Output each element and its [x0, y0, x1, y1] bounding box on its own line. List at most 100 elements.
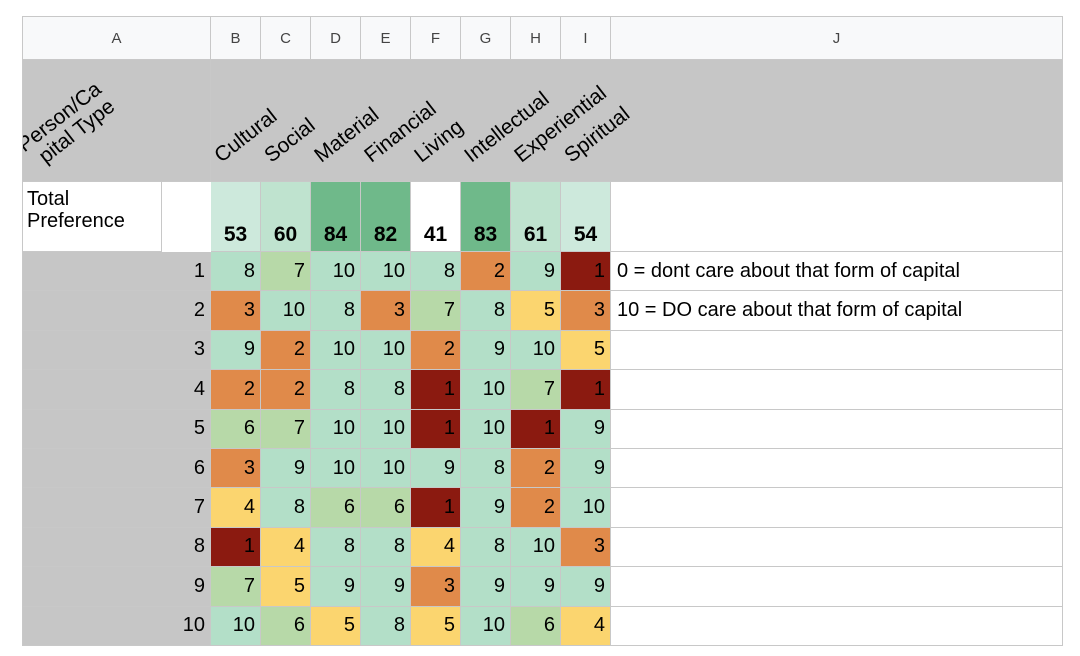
- value-cell[interactable]: 8: [361, 370, 411, 410]
- value-cell[interactable]: 4: [411, 527, 461, 568]
- column-header-b[interactable]: B: [211, 16, 261, 60]
- value-cell[interactable]: 4: [561, 606, 611, 646]
- value-cell[interactable]: 10: [311, 252, 361, 292]
- value-cell[interactable]: 1: [561, 252, 611, 292]
- value-cell[interactable]: 10: [511, 527, 561, 568]
- value-cell[interactable]: 9: [211, 330, 261, 371]
- value-cell[interactable]: 4: [261, 527, 311, 568]
- total-cell-experiential[interactable]: 61: [511, 182, 561, 252]
- value-cell[interactable]: 3: [361, 291, 411, 331]
- value-cell[interactable]: 8: [461, 449, 511, 489]
- value-cell[interactable]: 2: [261, 330, 311, 371]
- column-header-e[interactable]: E: [361, 16, 411, 60]
- value-cell[interactable]: 1: [411, 370, 461, 410]
- total-cell-spiritual[interactable]: 54: [561, 182, 611, 252]
- empty-cell[interactable]: [611, 527, 1063, 568]
- value-cell[interactable]: 2: [511, 488, 561, 528]
- empty-cell[interactable]: [611, 606, 1063, 646]
- row-label-1[interactable]: 1: [22, 252, 211, 292]
- value-cell[interactable]: 3: [561, 527, 611, 568]
- value-cell[interactable]: 2: [211, 370, 261, 410]
- value-cell[interactable]: 3: [411, 567, 461, 607]
- empty-cell[interactable]: [611, 567, 1063, 607]
- value-cell[interactable]: 9: [311, 567, 361, 607]
- value-cell[interactable]: 10: [461, 606, 511, 646]
- row-label-2[interactable]: 2: [22, 291, 211, 331]
- value-cell[interactable]: 2: [511, 449, 561, 489]
- value-cell[interactable]: 3: [211, 449, 261, 489]
- row-label-7[interactable]: 7: [22, 488, 211, 528]
- value-cell[interactable]: 10: [311, 409, 361, 449]
- row-label-4[interactable]: 4: [22, 370, 211, 410]
- value-cell[interactable]: 10: [511, 330, 561, 371]
- column-header-g[interactable]: G: [461, 16, 511, 60]
- row-label-9[interactable]: 9: [22, 567, 211, 607]
- value-cell[interactable]: 10: [211, 606, 261, 646]
- value-cell[interactable]: 1: [561, 370, 611, 410]
- row-label-3[interactable]: 3: [22, 330, 211, 371]
- value-cell[interactable]: 9: [511, 567, 561, 607]
- value-cell[interactable]: 9: [461, 567, 511, 607]
- value-cell[interactable]: 10: [311, 449, 361, 489]
- value-cell[interactable]: 4: [211, 488, 261, 528]
- row-label-8[interactable]: 8: [22, 527, 211, 568]
- value-cell[interactable]: 8: [361, 527, 411, 568]
- corner-label-cell[interactable]: Person/Ca pital Type: [22, 60, 211, 182]
- value-cell[interactable]: 10: [361, 252, 411, 292]
- value-cell[interactable]: 10: [311, 330, 361, 371]
- value-cell[interactable]: 10: [461, 370, 511, 410]
- column-header-f[interactable]: F: [411, 16, 461, 60]
- empty-cell[interactable]: [611, 449, 1063, 489]
- value-cell[interactable]: 7: [261, 252, 311, 292]
- value-cell[interactable]: 8: [311, 527, 361, 568]
- value-cell[interactable]: 10: [461, 409, 511, 449]
- value-cell[interactable]: 8: [361, 606, 411, 646]
- value-cell[interactable]: 1: [211, 527, 261, 568]
- value-cell[interactable]: 5: [261, 567, 311, 607]
- value-cell[interactable]: 2: [261, 370, 311, 410]
- value-cell[interactable]: 8: [261, 488, 311, 528]
- column-header-d[interactable]: D: [311, 16, 361, 60]
- value-cell[interactable]: 10: [561, 488, 611, 528]
- total-cell-living[interactable]: 41: [411, 182, 461, 252]
- value-cell[interactable]: 7: [411, 291, 461, 331]
- value-cell[interactable]: 5: [561, 330, 611, 371]
- value-cell[interactable]: 9: [261, 449, 311, 489]
- value-cell[interactable]: 2: [461, 252, 511, 292]
- row-label-5[interactable]: 5: [22, 409, 211, 449]
- value-cell[interactable]: 1: [411, 488, 461, 528]
- value-cell[interactable]: 9: [411, 449, 461, 489]
- value-cell[interactable]: 1: [411, 409, 461, 449]
- value-cell[interactable]: 3: [211, 291, 261, 331]
- value-cell[interactable]: 9: [461, 330, 511, 371]
- value-cell[interactable]: 3: [561, 291, 611, 331]
- empty-cell[interactable]: [611, 488, 1063, 528]
- value-cell[interactable]: 6: [211, 409, 261, 449]
- empty-cell[interactable]: [611, 182, 1063, 252]
- column-header-h[interactable]: H: [511, 16, 561, 60]
- empty-cell[interactable]: [611, 370, 1063, 410]
- value-cell[interactable]: 7: [211, 567, 261, 607]
- note-cell[interactable]: 0 = dont care about that form of capital: [611, 252, 1063, 292]
- column-header-c[interactable]: C: [261, 16, 311, 60]
- capital-type-header-band[interactable]: Cultural Social Material Financial Living Int…: [210, 60, 1063, 182]
- row-label-10[interactable]: 10: [22, 606, 211, 646]
- total-cell-intellectual[interactable]: 83: [461, 182, 511, 252]
- value-cell[interactable]: 5: [311, 606, 361, 646]
- value-cell[interactable]: 6: [361, 488, 411, 528]
- value-cell[interactable]: 9: [561, 449, 611, 489]
- value-cell[interactable]: 5: [411, 606, 461, 646]
- value-cell[interactable]: 8: [461, 291, 511, 331]
- value-cell[interactable]: 2: [411, 330, 461, 371]
- value-cell[interactable]: 8: [311, 370, 361, 410]
- value-cell[interactable]: 6: [261, 606, 311, 646]
- total-cell-material[interactable]: 84: [311, 182, 361, 252]
- value-cell[interactable]: 8: [411, 252, 461, 292]
- column-header-a[interactable]: A: [22, 16, 211, 60]
- value-cell[interactable]: 10: [361, 409, 411, 449]
- value-cell[interactable]: 7: [511, 370, 561, 410]
- value-cell[interactable]: 9: [461, 488, 511, 528]
- value-cell[interactable]: 8: [211, 252, 261, 292]
- value-cell[interactable]: 9: [511, 252, 561, 292]
- total-cell-financial[interactable]: 82: [361, 182, 411, 252]
